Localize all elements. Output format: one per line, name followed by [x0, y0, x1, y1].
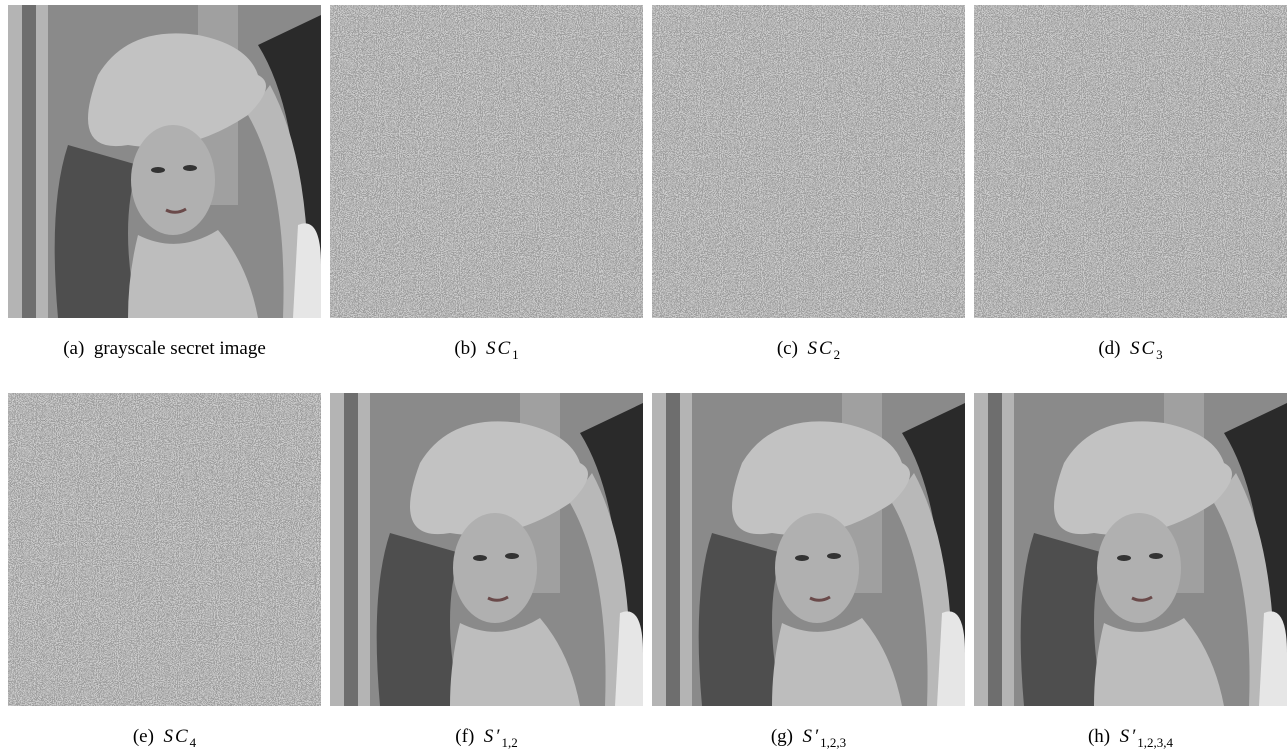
caption-label: (a)	[63, 338, 84, 359]
caption-label: (f)	[455, 726, 474, 747]
caption: (b) SC1	[330, 338, 643, 363]
caption-symbol: S′	[1120, 726, 1138, 747]
caption-symbol: S′	[484, 726, 502, 747]
caption-label: (c)	[777, 338, 798, 359]
share-image	[652, 5, 965, 318]
caption-label: (g)	[771, 726, 793, 747]
caption-symbol: S′	[803, 726, 821, 747]
caption-subscript: 1,2,3,4	[1137, 735, 1173, 750]
caption-label: (h)	[1088, 726, 1110, 747]
share-image	[8, 393, 321, 706]
caption: (h) S′1,2,3,4	[974, 726, 1287, 751]
caption-symbol: SC	[807, 338, 833, 359]
caption: (e) SC4	[8, 726, 321, 751]
caption: (d) SC3	[974, 338, 1287, 363]
caption-subscript: 1	[512, 347, 519, 362]
caption-label: (b)	[454, 338, 476, 359]
share-image	[974, 5, 1287, 318]
caption-subscript: 3	[1156, 347, 1163, 362]
secret-image	[8, 5, 321, 318]
caption-symbol: SC	[163, 726, 189, 747]
caption-subscript: 2	[834, 347, 841, 362]
recovered-image	[652, 393, 965, 706]
caption-symbol: SC	[486, 338, 512, 359]
caption-subscript: 1,2,3	[820, 735, 846, 750]
caption: (g) S′1,2,3	[652, 726, 965, 751]
recovered-image	[330, 393, 643, 706]
caption-label: (d)	[1098, 338, 1120, 359]
recovered-image	[974, 393, 1287, 706]
caption: (c) SC2	[652, 338, 965, 363]
caption-symbol: SC	[1130, 338, 1156, 359]
caption-subscript: 4	[190, 735, 197, 750]
caption: (f) S′1,2	[330, 726, 643, 751]
caption: (a) grayscale secret image	[8, 338, 321, 360]
caption-text: grayscale secret image	[94, 338, 266, 359]
page: (a) grayscale secret image (b) SC1(c) SC…	[0, 0, 1287, 756]
caption-subscript: 1,2	[501, 735, 517, 750]
caption-label: (e)	[133, 726, 154, 747]
share-image	[330, 5, 643, 318]
